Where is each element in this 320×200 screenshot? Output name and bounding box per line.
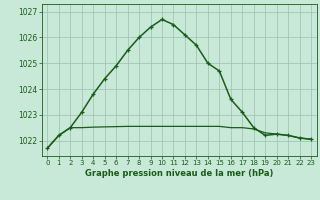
X-axis label: Graphe pression niveau de la mer (hPa): Graphe pression niveau de la mer (hPa) [85, 169, 273, 178]
